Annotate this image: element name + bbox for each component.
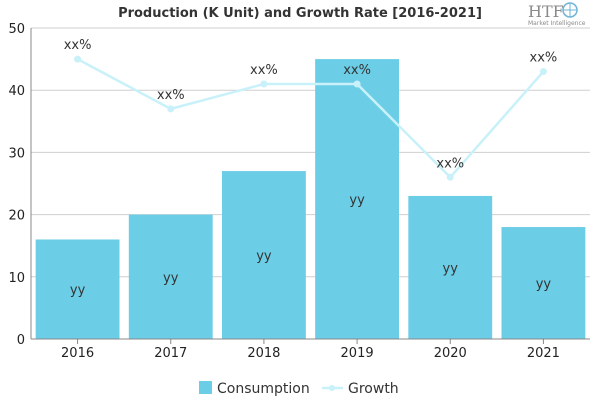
y-tick-label: 0	[17, 333, 25, 348]
bar-consumption	[128, 214, 213, 339]
growth-point	[539, 68, 547, 76]
bar-consumption	[408, 195, 493, 339]
x-tick-label: 2017	[154, 346, 187, 361]
growth-point	[446, 173, 454, 181]
bar-consumption	[315, 59, 400, 339]
x-tick-label: 2020	[434, 346, 467, 361]
bar-consumption	[35, 239, 120, 339]
logo-tagline: Market Intelligence	[528, 20, 586, 27]
y-tick-label: 10	[8, 271, 25, 286]
chart-title: Production (K Unit) and Growth Rate [201…	[118, 6, 482, 21]
growth-point	[353, 80, 361, 88]
y-tick-label: 50	[8, 22, 25, 37]
x-tick-label: 2016	[61, 346, 94, 361]
bar-data-label: yy	[163, 271, 179, 286]
bars	[35, 59, 586, 339]
bar-data-label: yy	[70, 283, 86, 298]
globe-icon	[562, 2, 578, 18]
growth-line	[76, 57, 545, 179]
grid-lines	[31, 27, 590, 278]
logo-text: HTF	[528, 2, 564, 21]
y-tick-label: 30	[8, 146, 25, 161]
growth-data-label: xx%	[250, 63, 278, 78]
growth-data-label: xx%	[530, 51, 558, 66]
x-tick-label: 2019	[341, 346, 374, 361]
growth-point	[260, 80, 268, 88]
bar-data-label: yy	[349, 193, 365, 208]
growth-data-label: xx%	[343, 63, 371, 78]
axes: 0 10 20 30 40 50 2016 2017 2018 2019 2020 2021	[8, 22, 590, 361]
labels: yy yy yy yy yy yy xx% xx% xx% xx% xx% xx%	[64, 38, 558, 298]
brand-logo: HTF Market Intelligence	[528, 2, 586, 27]
bar-data-label: yy	[536, 277, 552, 292]
legend-label-consumption: Consumption	[217, 381, 310, 397]
growth-data-label: xx%	[64, 38, 92, 53]
legend-marker-growth	[329, 385, 335, 391]
growth-data-label: xx%	[157, 88, 185, 103]
growth-point	[74, 55, 82, 63]
growth-point	[167, 105, 175, 113]
x-tick-label: 2021	[527, 346, 560, 361]
growth-line-group	[74, 55, 547, 181]
legend-swatch-consumption	[199, 381, 212, 394]
bar-data-label: yy	[256, 249, 272, 264]
legend-label-growth: Growth	[348, 381, 399, 397]
x-tick-label: 2018	[247, 346, 280, 361]
y-tick-label: 40	[8, 84, 25, 99]
y-tick-label: 20	[8, 209, 25, 224]
bar-data-label: yy	[443, 261, 459, 276]
legend: Consumption Growth	[199, 381, 399, 397]
bar-consumption	[221, 171, 306, 339]
bar-consumption	[501, 227, 586, 339]
growth-data-label: xx%	[436, 156, 464, 171]
